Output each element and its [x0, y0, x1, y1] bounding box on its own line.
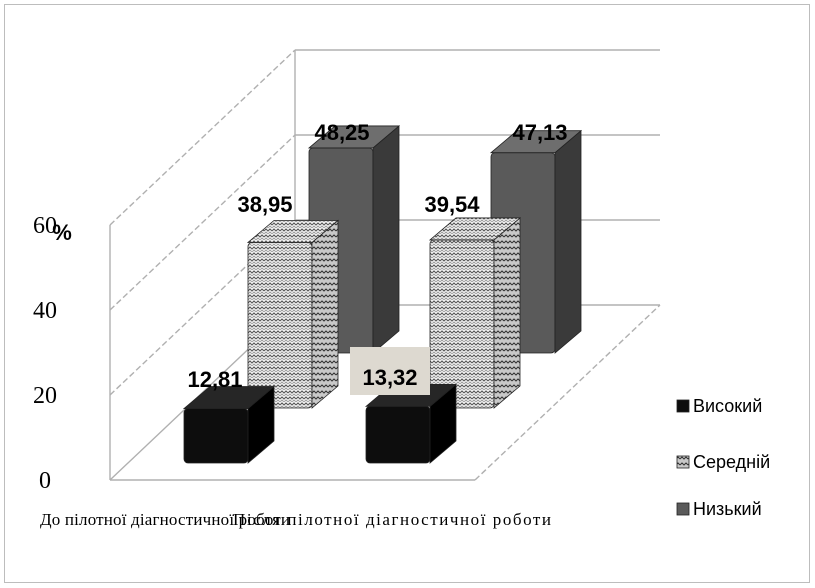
bar-Високий-2: [364, 383, 458, 464]
category-label: Після пілотної діагностичної роботи: [233, 510, 551, 529]
bar-front: [365, 405, 431, 464]
legend-swatch: [676, 455, 690, 469]
bar-Середній-1: [246, 219, 340, 409]
bar-side: [493, 217, 521, 409]
bar-front: [183, 408, 249, 464]
bar-front: [247, 242, 313, 409]
bar-front: [429, 239, 495, 409]
bar-side: [372, 125, 400, 354]
bar-top: [489, 130, 583, 154]
data-label: 13,32: [362, 365, 417, 390]
bar-Високий-1: [182, 385, 276, 464]
y-tick-label: 60: [33, 213, 57, 239]
legend-swatch: [676, 502, 690, 516]
data-label: 12,81: [187, 367, 242, 392]
legend-label: Високий: [693, 396, 762, 416]
y-tick-label: 20: [33, 383, 57, 409]
bar-top: [428, 217, 522, 241]
chart-frame: [4, 4, 810, 583]
y-axis-label: %: [52, 220, 72, 245]
bar-Середній-2: [428, 217, 522, 409]
floor-right-edge: [474, 304, 661, 481]
bar-side: [554, 129, 582, 354]
bar-side: [311, 219, 339, 409]
data-label: 47,13: [512, 120, 567, 145]
y-tick-label: 40: [33, 298, 57, 324]
y-tick-label: 0: [39, 468, 51, 494]
legend-label: Середній: [693, 452, 770, 472]
legend-label: Низький: [693, 499, 762, 519]
data-label-background: [350, 347, 430, 395]
bar-top: [182, 386, 276, 409]
legend-swatch: [676, 399, 690, 413]
data-label: 48,25: [314, 120, 369, 145]
data-label: 39,54: [424, 192, 480, 217]
category-label: До пілотної діагностичної роботи: [40, 510, 290, 529]
gridline-side: [109, 134, 296, 311]
data-label: 38,95: [237, 192, 292, 217]
bar-top: [307, 125, 401, 149]
gridline-side: [109, 49, 296, 226]
bar-top: [246, 220, 340, 243]
